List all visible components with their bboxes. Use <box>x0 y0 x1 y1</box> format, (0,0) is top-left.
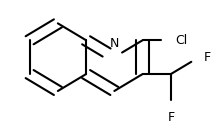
Text: Cl: Cl <box>175 34 187 47</box>
Text: F: F <box>204 51 211 64</box>
Text: F: F <box>167 111 174 124</box>
Text: N: N <box>110 37 119 50</box>
